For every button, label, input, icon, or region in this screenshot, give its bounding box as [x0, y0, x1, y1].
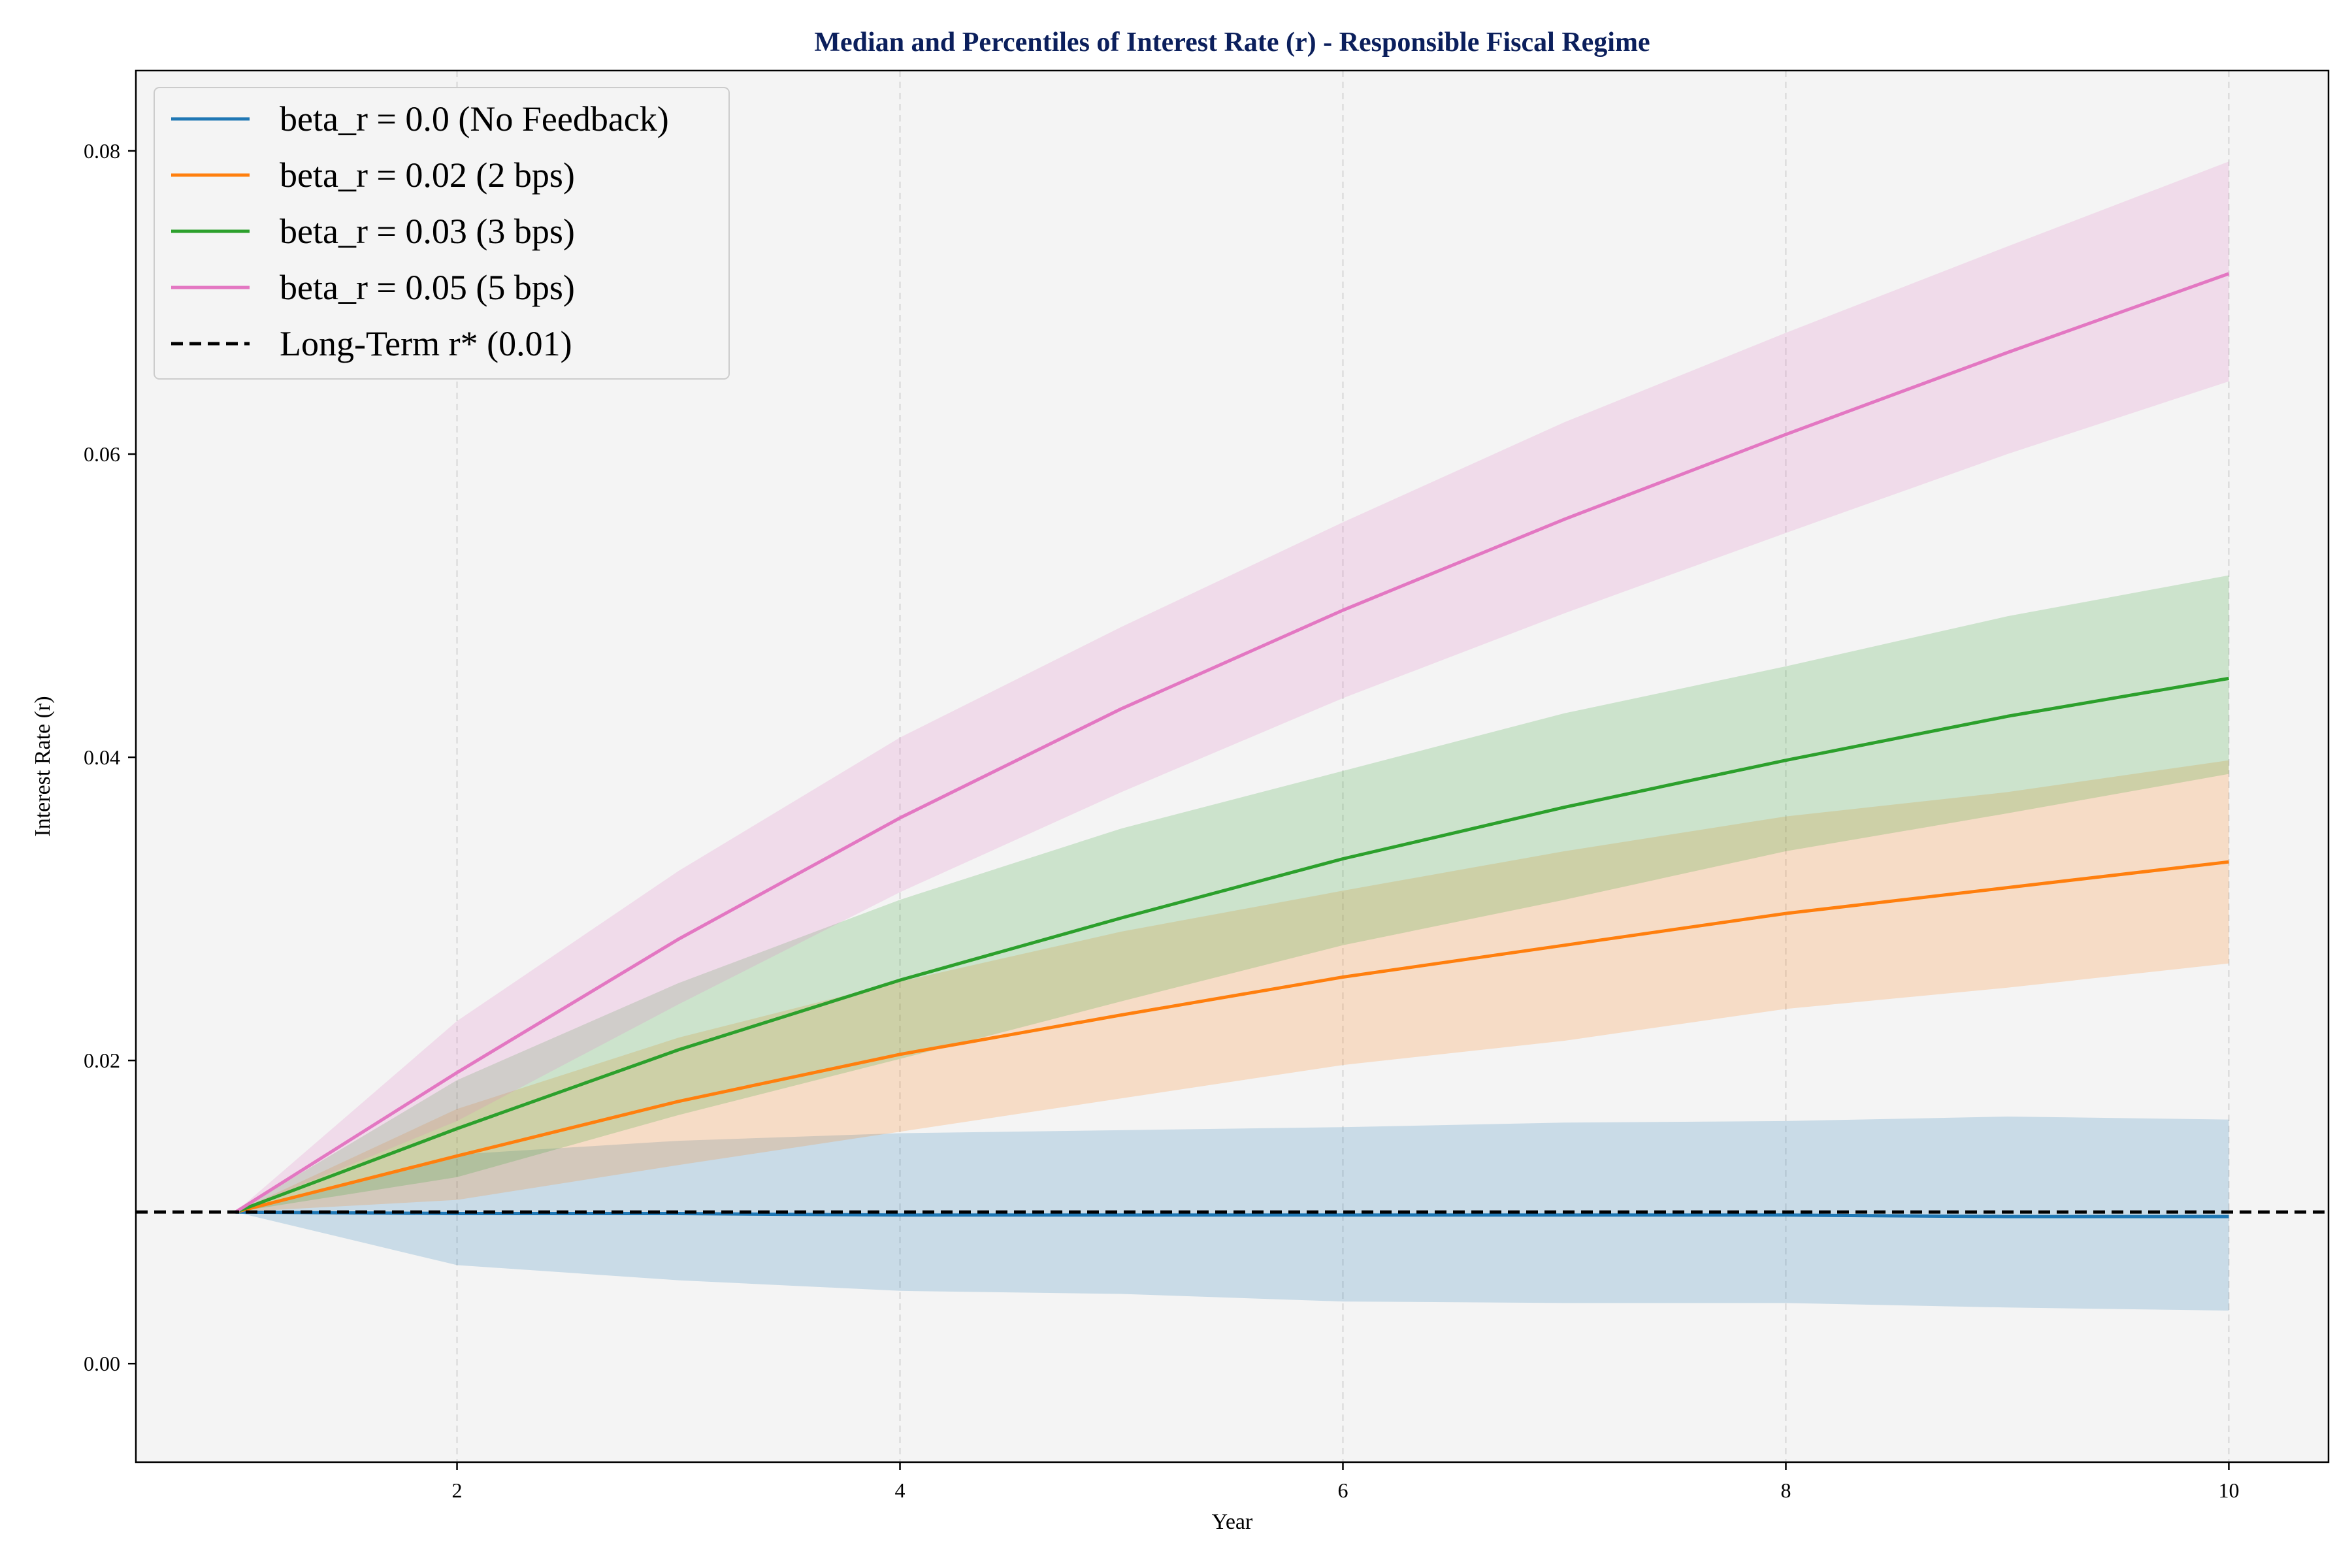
- percentile-bands: [235, 161, 2229, 1311]
- axis-ticks: 2 4 6 8 10 0.00 0.02 0.04 0.06 0.08: [84, 139, 2239, 1502]
- plot-frame: [135, 69, 2330, 1463]
- grid-lines: [456, 71, 2230, 1462]
- x-tick-label-8: 8: [1780, 1478, 1791, 1502]
- x-tick-label-10: 10: [2218, 1478, 2239, 1502]
- y-tick-label-4: 0.08: [84, 139, 120, 163]
- y-tick-label-0: 0.00: [84, 1352, 120, 1375]
- median-line-series-1: [235, 860, 2229, 1214]
- x-tick-label-2: 2: [452, 1478, 463, 1502]
- median-line-series-2: [235, 676, 2229, 1214]
- band-series-2: [235, 575, 2229, 1213]
- y-tick-label-3: 0.06: [84, 442, 120, 466]
- y-axis-label: Interest Rate (r): [31, 696, 55, 836]
- x-tick-label-4: 4: [895, 1478, 906, 1502]
- band-series-3: [235, 161, 2229, 1213]
- y-tick-label-2: 0.04: [84, 745, 120, 769]
- band-series-1: [235, 760, 2229, 1213]
- legend-box: [154, 87, 730, 380]
- x-axis-label: Year: [1212, 1510, 1253, 1534]
- y-tick-label-1: 0.02: [84, 1049, 120, 1072]
- legend-label-0: beta_r = 0.0 (No Feedback): [280, 99, 669, 139]
- median-line-series-3: [235, 272, 2230, 1214]
- legend-label-1: beta_r = 0.02 (2 bps): [280, 155, 575, 195]
- chart-title: Median and Percentiles of Interest Rate …: [814, 27, 1650, 57]
- legend-label-4: Long-Term r* (0.01): [280, 324, 572, 363]
- legend: beta_r = 0.0 (No Feedback) beta_r = 0.02 …: [154, 87, 730, 380]
- x-tick-label-6: 6: [1337, 1478, 1348, 1502]
- legend-label-3: beta_r = 0.05 (5 bps): [280, 268, 575, 307]
- legend-label-2: beta_r = 0.03 (3 bps): [280, 212, 575, 251]
